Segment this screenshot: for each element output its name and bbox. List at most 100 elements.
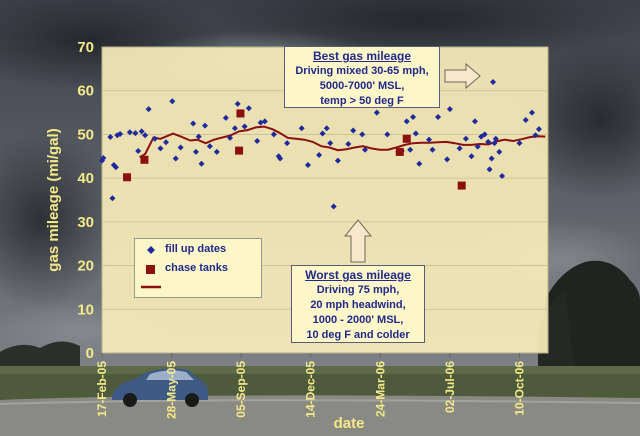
- fill-up-point: [327, 140, 334, 147]
- note-line: Driving mixed 30-65 mph,: [295, 65, 429, 77]
- fill-up-point: [488, 155, 495, 162]
- fill-up-point: [384, 131, 391, 138]
- fill-up-point: [345, 141, 352, 148]
- fill-up-point: [117, 130, 124, 137]
- worst-arrow-icon: [343, 219, 373, 263]
- fill-up-point: [485, 138, 492, 145]
- fill-up-point: [284, 140, 291, 147]
- x-tick-label: 14-Dec-05: [304, 361, 318, 418]
- worst-mileage-note: Worst gas mileage Driving 75 mph, 20 mph…: [291, 265, 425, 343]
- y-tick-label: 10: [77, 301, 94, 318]
- fill-up-point: [163, 139, 170, 146]
- chase-tank-point: [395, 147, 404, 156]
- fill-up-point: [471, 118, 478, 125]
- fill-up-point: [245, 105, 252, 112]
- y-tick-label: 50: [77, 126, 94, 143]
- fill-up-point: [410, 113, 417, 120]
- fill-up-point: [227, 134, 234, 141]
- note-line: Driving 75 mph,: [316, 284, 400, 296]
- note-title: Best gas mileage: [312, 49, 412, 63]
- fill-up-point: [177, 144, 184, 151]
- y-tick-label: 40: [77, 170, 94, 187]
- legend-item-chase: chase tanks: [141, 262, 259, 276]
- y-tick-label: 20: [77, 258, 94, 275]
- note-line: temp > 50 deg F: [320, 95, 404, 107]
- square-marker-icon: [146, 265, 155, 274]
- x-tick-label: 05-Sep-05: [234, 361, 248, 418]
- note-line: 1000 - 2000' MSL,: [312, 314, 404, 326]
- fill-up-point: [362, 146, 369, 153]
- x-tick-label: 02-Jul-06: [443, 361, 457, 413]
- fill-up-point: [468, 153, 475, 160]
- car-illustration: [112, 368, 208, 407]
- fill-up-point: [132, 130, 139, 137]
- fill-up-point: [350, 127, 357, 134]
- fill-up-point: [486, 166, 493, 173]
- chart-legend: fill up dates chase tanks: [134, 238, 262, 298]
- fill-up-point: [532, 132, 539, 139]
- fill-up-point: [323, 125, 330, 132]
- fill-up-point: [435, 113, 442, 120]
- fill-up-point: [334, 157, 341, 164]
- fill-up-point: [213, 148, 220, 155]
- y-tick-label: 70: [77, 39, 94, 56]
- chase-tank-point: [457, 181, 466, 190]
- fill-up-point: [126, 129, 133, 136]
- y-tick-label: 60: [77, 83, 94, 100]
- y-tick-label: 0: [86, 345, 94, 362]
- fill-up-point: [107, 134, 114, 141]
- fill-up-point: [496, 148, 503, 155]
- fill-up-point: [231, 125, 238, 132]
- note-line: 10 deg F and colder: [306, 329, 410, 341]
- fill-up-point: [190, 120, 197, 127]
- fill-up-point: [151, 135, 158, 142]
- fill-up-point: [416, 160, 423, 167]
- fill-up-point: [429, 146, 436, 153]
- fill-up-point: [109, 195, 116, 202]
- x-tick-label: 17-Feb-05: [95, 361, 109, 417]
- best-arrow-icon: [444, 62, 481, 90]
- x-tick-label: 10-Oct-06: [512, 361, 526, 416]
- diamond-marker-icon: [147, 246, 155, 254]
- fill-up-point: [135, 148, 142, 155]
- trend-line: [139, 125, 546, 159]
- chase-tank-point: [236, 109, 245, 118]
- line-marker-icon: [141, 285, 161, 289]
- fill-up-point: [330, 203, 337, 210]
- fill-up-point: [201, 122, 208, 129]
- fill-up-point: [145, 106, 152, 113]
- fill-up-point: [169, 98, 176, 105]
- fill-up-point: [446, 106, 453, 113]
- legend-item-fill-up: fill up dates: [141, 243, 259, 257]
- fill-up-point: [474, 143, 481, 150]
- chase-tank-point: [235, 146, 244, 155]
- fill-up-point: [528, 109, 535, 116]
- fill-up-point: [426, 136, 433, 143]
- fill-up-point: [535, 126, 542, 133]
- x-axis-ticks: 17-Feb-05 28-May-05 05-Sep-05 14-Dec-05 24-M…: [95, 353, 526, 419]
- fill-up-point: [142, 132, 149, 139]
- fill-up-point: [206, 143, 213, 150]
- x-axis-title: date: [334, 415, 365, 432]
- fill-up-point: [195, 133, 202, 140]
- note-line: 20 mph headwind,: [310, 299, 406, 311]
- y-axis-ticks: 0 10 20 30 40 50 60 70: [77, 39, 94, 362]
- legend-item-trend: [141, 280, 259, 294]
- chase-tank-point: [402, 134, 411, 143]
- fill-up-point: [222, 114, 229, 121]
- fill-up-point: [270, 131, 277, 138]
- fill-up-point: [277, 155, 284, 162]
- fill-up-point: [516, 140, 523, 147]
- fill-up-point: [316, 151, 323, 158]
- x-tick-label: 24-Mar-06: [373, 361, 387, 417]
- fill-up-point: [359, 131, 366, 138]
- fill-up-point: [444, 156, 451, 163]
- fill-up-point: [403, 118, 410, 125]
- fill-up-point: [304, 162, 311, 169]
- fill-up-point: [100, 155, 107, 162]
- note-line: 5000-7000' MSL,: [319, 80, 405, 92]
- fill-up-point: [138, 128, 145, 135]
- fill-up-point: [456, 145, 463, 152]
- fill-up-point: [112, 164, 119, 171]
- chase-tank-point: [123, 173, 132, 182]
